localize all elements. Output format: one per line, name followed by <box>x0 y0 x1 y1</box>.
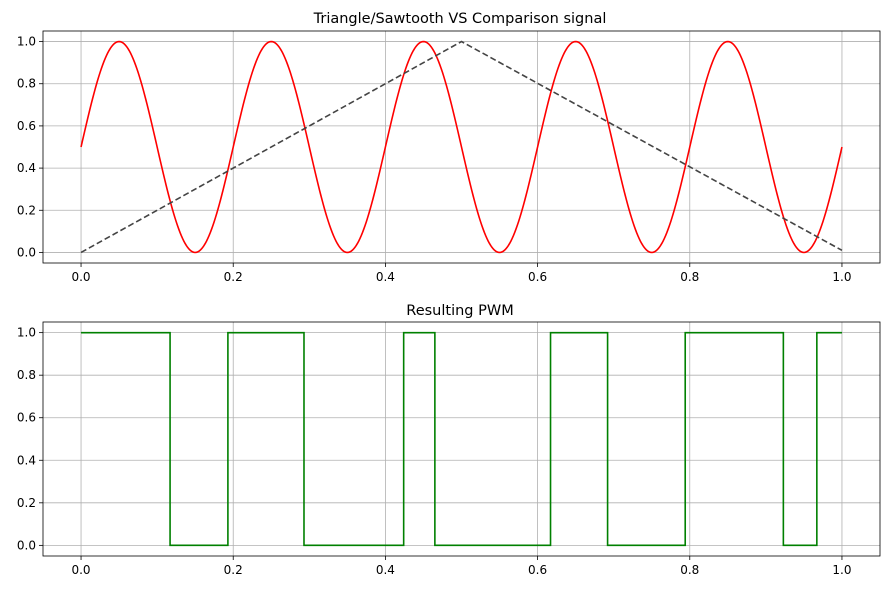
x-tick-label: 1.0 <box>832 563 851 577</box>
bottom-chart-plot: 0.0 0.2 0.4 0.6 0.8 1.0 0.0 0.2 0.4 0.6 0.8 1.0 <box>17 321 881 577</box>
y-tick-label: 0.0 <box>17 245 36 259</box>
y-tick-label: 0.6 <box>17 119 36 133</box>
y-tick-label: 0.4 <box>17 161 36 175</box>
series-line <box>80 40 843 254</box>
series-line <box>80 40 843 254</box>
y-tick-label: 0.8 <box>17 368 36 382</box>
y-tick-label: 0.8 <box>17 77 36 91</box>
axes-frame <box>42 321 881 557</box>
y-tick-label: 0.2 <box>17 203 36 217</box>
axes-frame <box>42 30 881 264</box>
x-tick-label: 0.0 <box>71 270 90 284</box>
y-tick-label: 0.6 <box>17 411 36 425</box>
x-tick-label: 0.6 <box>528 270 547 284</box>
top-chart-plot: 0.0 0.2 0.4 0.6 0.8 1.0 0.0 0.2 0.4 0.6 0.8 1.0 <box>17 30 881 284</box>
y-tick-label: 0.2 <box>17 496 36 510</box>
x-tick-label: 0.0 <box>71 563 90 577</box>
x-tick-label: 0.2 <box>224 563 243 577</box>
x-tick-label: 0.2 <box>224 270 243 284</box>
y-tick-label: 1.0 <box>17 326 36 340</box>
y-tick-label: 0.0 <box>17 538 36 552</box>
y-tick-label: 1.0 <box>17 35 36 49</box>
x-tick-label: 1.0 <box>832 270 851 284</box>
series-line <box>81 331 842 547</box>
x-tick-label: 0.4 <box>376 563 395 577</box>
x-tick-label: 0.8 <box>680 563 699 577</box>
bottom-chart-title: Resulting PWM <box>406 303 513 319</box>
y-tick-label: 0.4 <box>17 453 36 467</box>
x-tick-label: 0.4 <box>376 270 395 284</box>
top-chart-title: Triangle/Sawtooth VS Comparison signal <box>313 11 607 27</box>
x-tick-label: 0.6 <box>528 563 547 577</box>
x-tick-label: 0.8 <box>680 270 699 284</box>
